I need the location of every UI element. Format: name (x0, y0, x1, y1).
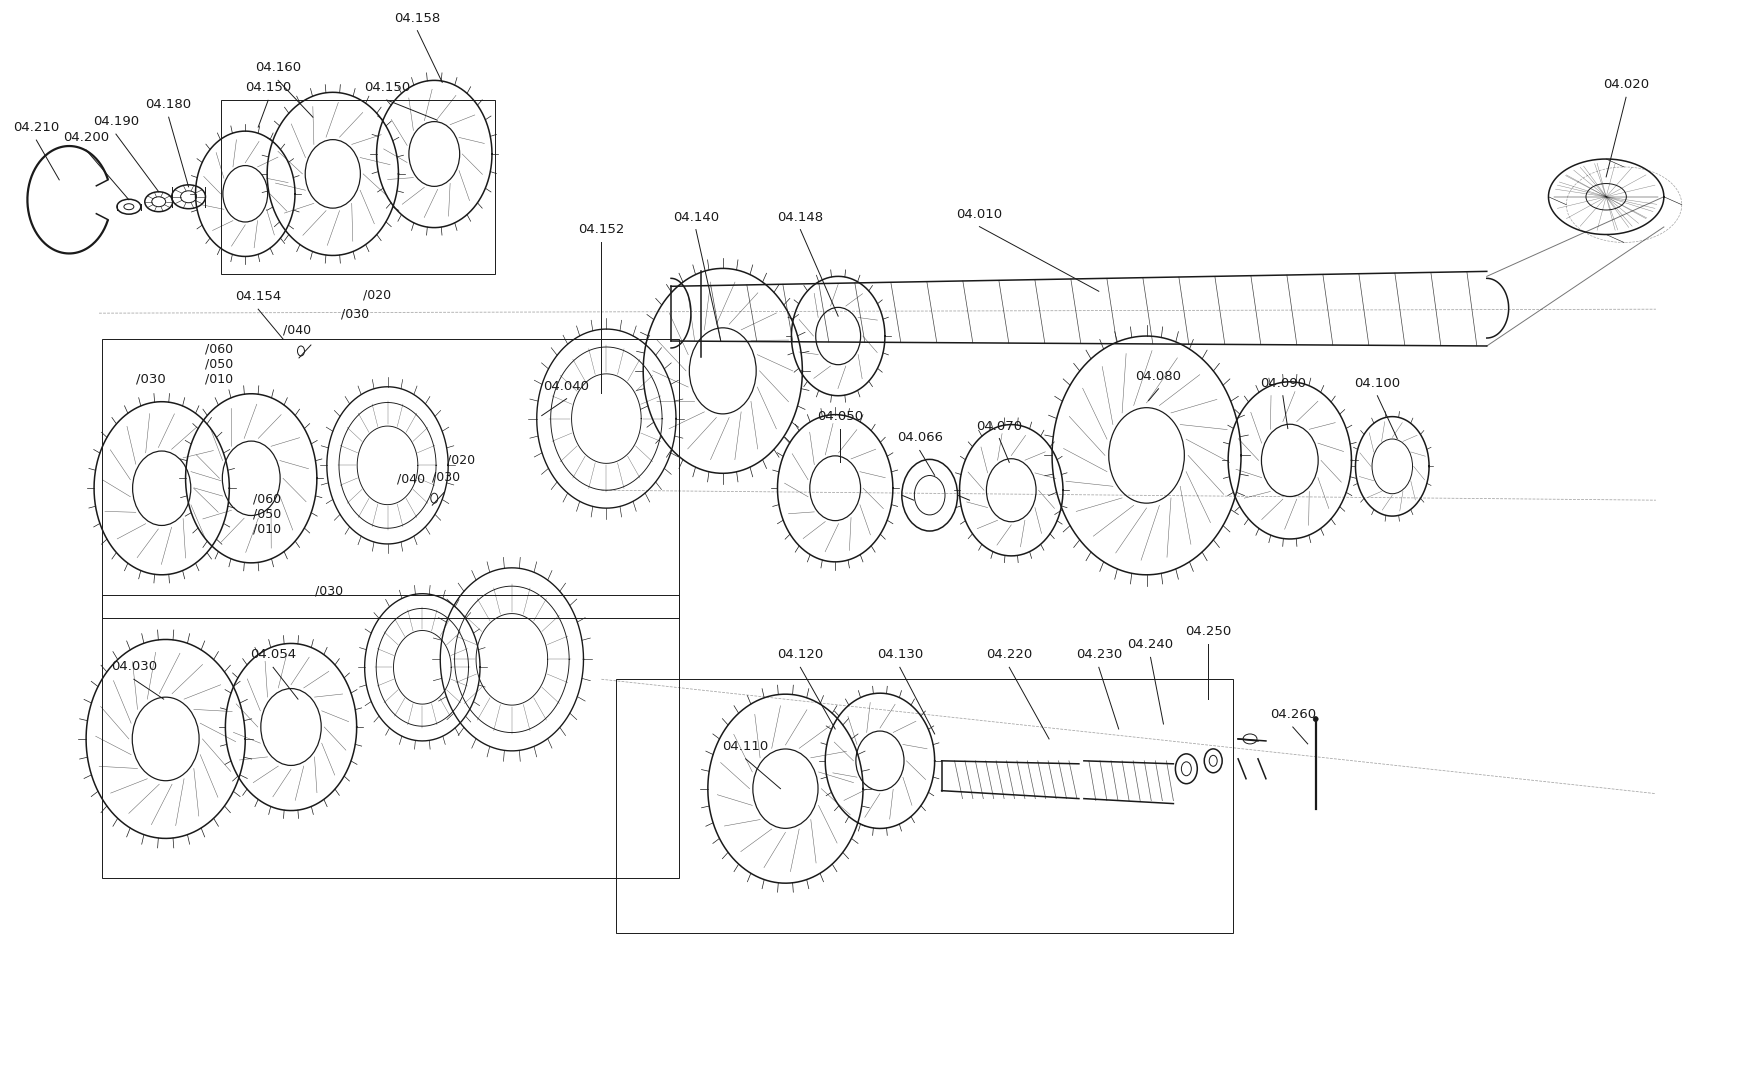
Ellipse shape (1313, 717, 1318, 721)
Text: 04.230: 04.230 (1075, 648, 1122, 661)
Text: 04.140: 04.140 (673, 211, 718, 224)
Text: 04.148: 04.148 (777, 211, 823, 224)
Text: 04.180: 04.180 (146, 98, 191, 111)
Text: 04.050: 04.050 (817, 410, 863, 423)
Text: 04.054: 04.054 (250, 648, 296, 661)
Text: /040: /040 (396, 472, 426, 486)
Text: 04.158: 04.158 (395, 12, 440, 25)
Text: 04.030: 04.030 (111, 660, 157, 673)
Text: /010: /010 (205, 372, 233, 386)
Text: 04.220: 04.220 (986, 648, 1031, 661)
Text: /030: /030 (315, 584, 343, 598)
Text: /010: /010 (254, 522, 282, 535)
Text: 04.150: 04.150 (245, 81, 290, 94)
Text: 04.100: 04.100 (1353, 377, 1400, 389)
Text: /050: /050 (205, 357, 233, 371)
Text: /060: /060 (254, 492, 282, 505)
Text: 04.250: 04.250 (1184, 626, 1231, 639)
Text: /050: /050 (254, 507, 282, 520)
Text: /030: /030 (431, 471, 461, 484)
Text: 04.080: 04.080 (1136, 370, 1181, 383)
Text: 04.110: 04.110 (722, 739, 769, 753)
Text: /020: /020 (362, 288, 391, 302)
Text: /030: /030 (136, 372, 165, 386)
Text: 04.154: 04.154 (235, 290, 282, 303)
Text: 04.066: 04.066 (896, 431, 943, 444)
Text: 04.160: 04.160 (256, 61, 301, 75)
Text: /030: /030 (341, 307, 369, 320)
Text: 04.200: 04.200 (63, 131, 110, 144)
Text: 04.150: 04.150 (363, 81, 410, 94)
Text: 04.090: 04.090 (1259, 377, 1304, 389)
Text: 04.040: 04.040 (543, 380, 590, 393)
Text: 04.070: 04.070 (976, 419, 1023, 432)
Text: /060: /060 (205, 343, 233, 356)
Text: 04.152: 04.152 (577, 223, 624, 235)
Text: 04.210: 04.210 (14, 121, 59, 134)
Text: 04.120: 04.120 (777, 648, 823, 661)
Text: /040: /040 (283, 323, 311, 336)
Text: 04.240: 04.240 (1127, 639, 1172, 652)
Text: 04.020: 04.020 (1602, 78, 1649, 91)
Text: 04.190: 04.190 (92, 116, 139, 128)
Text: 04.260: 04.260 (1269, 708, 1315, 721)
Text: /020: /020 (447, 454, 475, 467)
Text: 04.010: 04.010 (956, 208, 1002, 220)
Text: 04.130: 04.130 (876, 648, 922, 661)
